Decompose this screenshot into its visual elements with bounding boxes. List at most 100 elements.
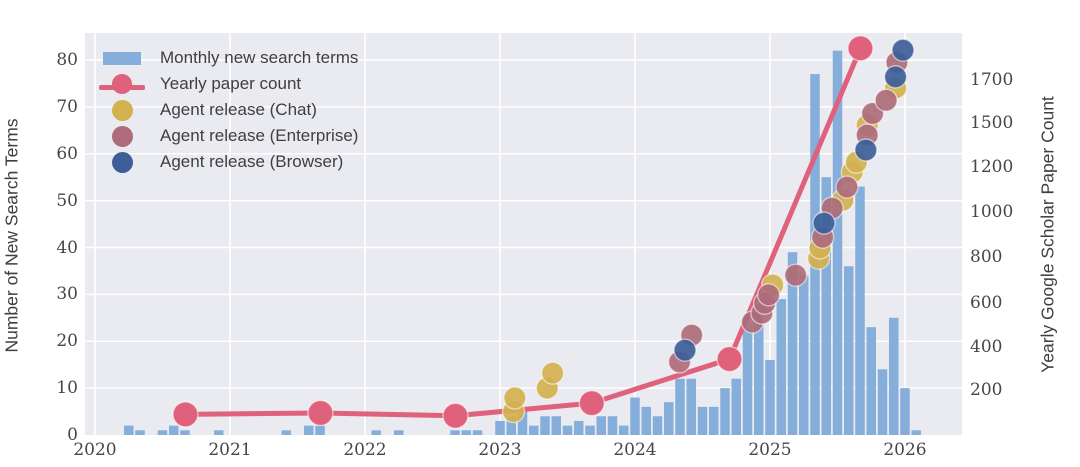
monthly-search-terms-bar (742, 327, 753, 435)
legend-label: Agent release (Enterprise) (160, 126, 359, 145)
legend-item-enterprise: Agent release (Enterprise) (99, 123, 358, 149)
monthly-search-terms-bar (641, 406, 651, 435)
event-dot-enterprise (756, 283, 781, 307)
monthly-search-terms-bar (304, 425, 314, 435)
x-tick-label: 2021 (208, 440, 252, 460)
monthly-search-terms-bar (675, 378, 685, 435)
x-tick-label: 2024 (613, 440, 657, 460)
monthly-search-terms-bar (157, 430, 168, 435)
monthly-search-terms-bar (506, 416, 516, 435)
monthly-search-terms-bar (720, 388, 730, 435)
monthly-search-terms-bar (866, 327, 876, 435)
x-tick-label: 2020 (73, 440, 117, 460)
monthly-search-terms-bar (540, 416, 550, 435)
monthly-search-terms-bar (169, 425, 179, 435)
y-right-tick-label: 1700 (970, 70, 1014, 91)
yearly-paper-count-marker (307, 399, 334, 427)
event-dot-browser (854, 138, 878, 162)
y-left-tick-label: 50 (56, 190, 78, 211)
y-right-tick-label: 400 (970, 336, 1003, 357)
monthly-search-terms-bar (135, 430, 145, 435)
monthly-search-terms-bar (900, 388, 910, 435)
monthly-search-terms-bar (596, 416, 606, 435)
event-dot-browser (891, 38, 915, 62)
monthly-search-terms-bar (844, 266, 854, 435)
y-right-tick-label: 600 (970, 293, 1003, 314)
right-axis-title: Yearly Google Scholar Paper Count (1037, 96, 1058, 373)
monthly-search-terms-bar (585, 425, 595, 435)
left-axis-title: Number of New Search Terms (1, 118, 22, 353)
legend-item-browser: Agent release (Browser) (99, 149, 358, 175)
monthly-search-terms-bar (394, 430, 404, 435)
monthly-search-terms-bar (889, 317, 899, 435)
event-dot-enterprise (874, 88, 898, 113)
monthly-search-terms-bar (686, 378, 696, 435)
y-left-tick-label: 10 (56, 378, 78, 399)
y-left-tick-label: 40 (56, 237, 78, 258)
bar-swatch-icon (99, 51, 145, 65)
monthly-search-terms-bar (787, 252, 798, 435)
x-tick-label: 2026 (883, 440, 927, 460)
monthly-search-terms-bar (652, 416, 663, 435)
monthly-search-terms-bar (124, 425, 134, 435)
monthly-search-terms-bar (495, 420, 505, 435)
event-dot-browser (812, 211, 836, 235)
x-tick-label: 2025 (748, 440, 792, 460)
y-right-tick-label: 1000 (970, 202, 1014, 223)
y-left-tick-label: 0 (67, 425, 78, 445)
legend-item-chat: Agent release (Chat) (99, 97, 358, 123)
yearly-paper-count-marker (578, 389, 605, 417)
monthly-search-terms-bar (765, 360, 775, 435)
monthly-search-terms-bar (529, 425, 539, 435)
legend-item-bars: Monthly new search terms (99, 45, 358, 71)
monthly-search-terms-bar (450, 430, 460, 435)
chat-dot-icon (99, 99, 145, 121)
monthly-search-terms-bar (574, 420, 584, 435)
monthly-search-terms-bar (562, 425, 573, 435)
y-left-tick-label: 20 (56, 331, 78, 352)
monthly-search-terms-bar (630, 397, 640, 435)
event-dot-enterprise (783, 263, 808, 287)
monthly-search-terms-bar (855, 186, 865, 435)
y-left-tick-label: 80 (56, 50, 78, 70)
legend-label: Agent release (Browser) (160, 152, 344, 171)
monthly-search-terms-bar (180, 430, 190, 435)
monthly-search-terms-bar (821, 177, 831, 435)
monthly-search-terms-bar (776, 299, 786, 435)
monthly-search-terms-bar (799, 275, 809, 435)
yearly-paper-count-marker (442, 402, 469, 429)
enterprise-dot-icon (99, 125, 145, 147)
monthly-search-terms-bar (281, 430, 291, 435)
monthly-search-terms-bar (461, 430, 471, 435)
monthly-search-terms-bar (664, 402, 674, 435)
monthly-search-terms-bar (551, 416, 561, 435)
legend: Monthly new search terms Yearly paper co… (99, 45, 358, 175)
y-right-tick-label: 200 (970, 380, 1003, 400)
event-dot-chat (540, 361, 565, 385)
monthly-search-terms-bar (832, 50, 843, 435)
event-dot-enterprise (835, 175, 859, 199)
monthly-search-terms-bar (214, 430, 224, 435)
yearly-paper-count-marker (172, 401, 199, 428)
event-dot-browser (673, 338, 697, 362)
monthly-search-terms-bar (472, 430, 483, 435)
y-right-tick-label: 1500 (970, 113, 1014, 134)
x-tick-label: 2023 (478, 440, 522, 460)
browser-dot-icon (99, 151, 145, 173)
event-dot-chat (503, 386, 527, 410)
y-left-tick-label: 60 (56, 143, 78, 164)
y-left-tick-label: 30 (56, 284, 78, 305)
monthly-search-terms-bar (371, 430, 381, 435)
legend-label: Agent release (Chat) (160, 100, 317, 119)
yearly-paper-count-marker (716, 345, 743, 373)
legend-label: Monthly new search terms (160, 48, 359, 67)
line-swatch-icon (99, 74, 145, 94)
y-right-tick-label: 800 (970, 246, 1003, 267)
y-right-tick-label: 1200 (970, 157, 1014, 178)
monthly-search-terms-bar (709, 406, 719, 435)
monthly-search-terms-bar (517, 411, 528, 435)
monthly-search-terms-bar (877, 369, 888, 435)
monthly-search-terms-bar (754, 299, 764, 435)
